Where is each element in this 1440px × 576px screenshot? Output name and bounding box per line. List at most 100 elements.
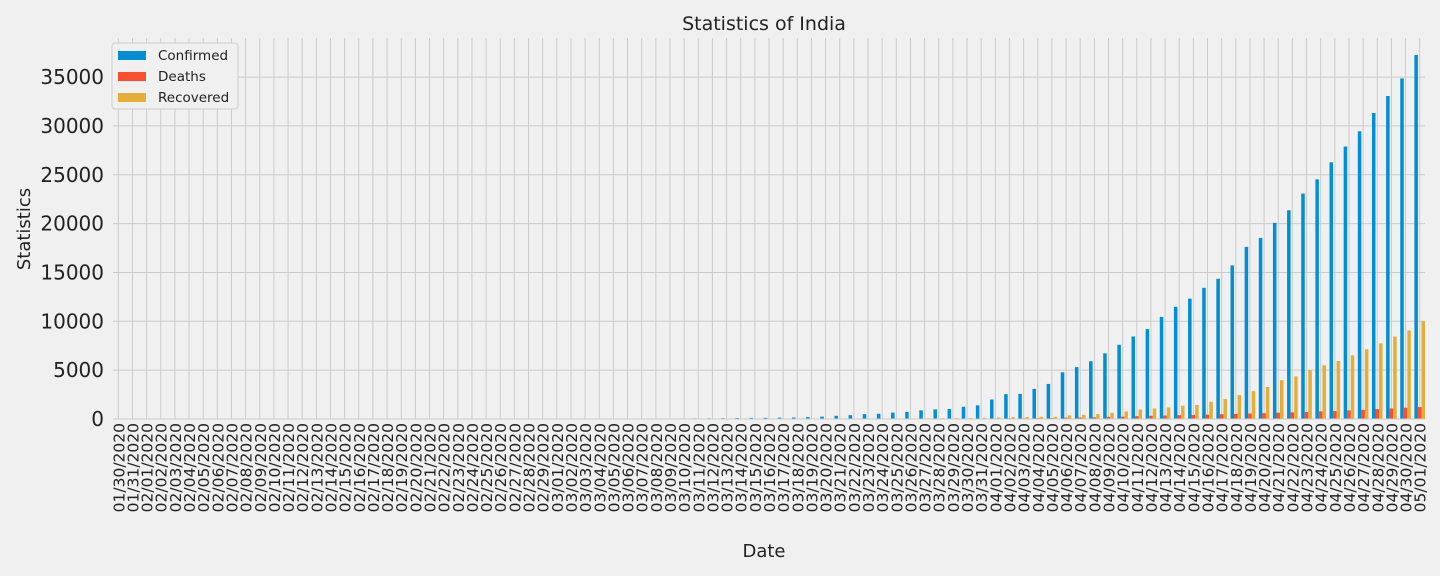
bar-confirmed bbox=[1018, 393, 1022, 419]
x-tick-label: 03/30/2020 bbox=[959, 423, 977, 512]
legend-swatch-deaths bbox=[118, 72, 146, 81]
legend-label-confirmed: Confirmed bbox=[158, 48, 228, 64]
x-tick-label: 03/15/2020 bbox=[747, 423, 765, 512]
bar-confirmed bbox=[1343, 146, 1348, 420]
bar-recovered bbox=[1294, 376, 1298, 419]
x-tick-label: 04/08/2020 bbox=[1086, 423, 1104, 512]
x-tick-label: 03/14/2020 bbox=[733, 423, 751, 512]
x-tick-label: 02/23/2020 bbox=[450, 423, 468, 512]
bar-confirmed bbox=[777, 417, 782, 419]
bar-recovered bbox=[1251, 391, 1256, 419]
x-tick-label: 05/01/2020 bbox=[1412, 423, 1430, 512]
x-tick-label: 02/04/2020 bbox=[181, 423, 199, 512]
x-tick-label: 04/24/2020 bbox=[1313, 423, 1331, 512]
x-tick-label: 03/08/2020 bbox=[648, 423, 666, 512]
x-tick-label: 04/04/2020 bbox=[1030, 423, 1048, 512]
bar-deaths bbox=[1092, 417, 1097, 419]
bar-recovered bbox=[1336, 360, 1341, 419]
bar-confirmed bbox=[876, 413, 881, 419]
x-tick-label: 04/18/2020 bbox=[1228, 423, 1246, 512]
x-tick-label: 02/24/2020 bbox=[464, 423, 482, 512]
bar-confirmed bbox=[862, 414, 867, 419]
x-tick-label: 01/30/2020 bbox=[110, 423, 128, 512]
x-tick-label: 03/27/2020 bbox=[917, 423, 935, 512]
x-tick-label: 02/28/2020 bbox=[521, 423, 539, 512]
x-tick-label: 02/22/2020 bbox=[436, 423, 454, 512]
bar-deaths bbox=[1318, 411, 1323, 419]
bar-recovered bbox=[1350, 355, 1355, 419]
x-tick-label: 02/29/2020 bbox=[535, 423, 553, 512]
bar-confirmed bbox=[1414, 55, 1418, 419]
bar-recovered bbox=[1152, 408, 1157, 419]
x-tick-label: 04/12/2020 bbox=[1143, 423, 1161, 512]
x-tick-label: 02/20/2020 bbox=[407, 423, 425, 512]
bar-deaths bbox=[1177, 415, 1181, 419]
bar-recovered bbox=[1011, 417, 1015, 419]
bar-confirmed bbox=[1202, 287, 1206, 419]
legend-label-recovered: Recovered bbox=[158, 90, 229, 106]
bar-confirmed bbox=[763, 417, 768, 419]
x-tick-label: 02/08/2020 bbox=[238, 423, 256, 512]
y-tick-label: 15000 bbox=[40, 260, 104, 284]
bar-confirmed bbox=[1301, 193, 1305, 419]
bar-confirmed bbox=[1145, 329, 1150, 419]
bar-confirmed bbox=[1272, 222, 1277, 419]
chart-title: Statistics of India bbox=[682, 13, 846, 35]
bar-recovered bbox=[1393, 336, 1397, 419]
x-tick-label: 04/06/2020 bbox=[1058, 423, 1076, 512]
bar-recovered bbox=[1081, 414, 1086, 419]
x-tick-label: 02/19/2020 bbox=[393, 423, 411, 512]
bar-confirmed bbox=[1060, 372, 1065, 419]
bar-deaths bbox=[1276, 412, 1281, 419]
bar-recovered bbox=[1053, 416, 1058, 419]
x-tick-label: 03/13/2020 bbox=[719, 423, 737, 512]
x-tick-label: 02/10/2020 bbox=[266, 423, 284, 512]
x-tick-label: 03/03/2020 bbox=[577, 423, 595, 512]
bar-confirmed bbox=[1131, 336, 1136, 419]
bar-confirmed bbox=[1357, 131, 1362, 420]
x-axis-label: Date bbox=[742, 541, 785, 562]
bar-series bbox=[113, 55, 1425, 420]
bar-confirmed bbox=[1287, 210, 1291, 419]
x-tick-label: 03/12/2020 bbox=[704, 423, 722, 512]
x-tick-label: 03/26/2020 bbox=[902, 423, 920, 512]
bar-recovered bbox=[1379, 343, 1383, 419]
x-tick-label: 04/17/2020 bbox=[1214, 423, 1232, 512]
bar-confirmed bbox=[1216, 278, 1220, 419]
bar-deaths bbox=[1219, 414, 1224, 419]
x-tick-label: 04/15/2020 bbox=[1185, 423, 1203, 512]
x-tick-label: 04/03/2020 bbox=[1016, 423, 1034, 512]
bar-confirmed bbox=[1371, 112, 1376, 419]
x-tick-label: 02/13/2020 bbox=[308, 423, 326, 512]
x-tick-label: 04/01/2020 bbox=[987, 423, 1005, 512]
bar-recovered bbox=[1322, 365, 1326, 419]
x-tick-label: 04/10/2020 bbox=[1115, 423, 1133, 512]
bar-deaths bbox=[1149, 415, 1153, 419]
x-tick-label: 04/11/2020 bbox=[1129, 423, 1147, 512]
x-tick-label: 02/01/2020 bbox=[139, 423, 157, 512]
bar-confirmed bbox=[806, 417, 810, 419]
bar-recovered bbox=[1096, 414, 1100, 419]
bar-recovered bbox=[1025, 417, 1029, 419]
bar-recovered bbox=[1308, 370, 1312, 419]
x-tick-labels: 01/30/202001/31/202002/01/202002/02/2020… bbox=[110, 423, 1429, 512]
legend-swatch-confirmed bbox=[118, 51, 146, 60]
y-tick-label: 0 bbox=[91, 407, 104, 431]
bar-confirmed bbox=[1159, 316, 1164, 419]
x-tick-label: 02/07/2020 bbox=[223, 423, 241, 512]
y-tick-label: 20000 bbox=[40, 212, 104, 236]
x-tick-label: 04/28/2020 bbox=[1369, 423, 1387, 512]
x-tick-label: 03/24/2020 bbox=[874, 423, 892, 512]
bar-confirmed bbox=[1315, 179, 1319, 419]
bar-deaths bbox=[1120, 416, 1125, 419]
bar-confirmed bbox=[1103, 353, 1107, 419]
bar-recovered bbox=[1039, 416, 1044, 419]
x-tick-label: 04/13/2020 bbox=[1157, 423, 1175, 512]
bar-confirmed bbox=[1329, 162, 1334, 420]
bar-recovered bbox=[1223, 399, 1227, 419]
x-tick-label: 03/31/2020 bbox=[973, 423, 991, 512]
bar-deaths bbox=[1375, 409, 1380, 419]
x-tick-label: 04/30/2020 bbox=[1398, 423, 1416, 512]
x-tick-label: 03/18/2020 bbox=[789, 423, 807, 512]
bar-confirmed bbox=[820, 416, 824, 419]
